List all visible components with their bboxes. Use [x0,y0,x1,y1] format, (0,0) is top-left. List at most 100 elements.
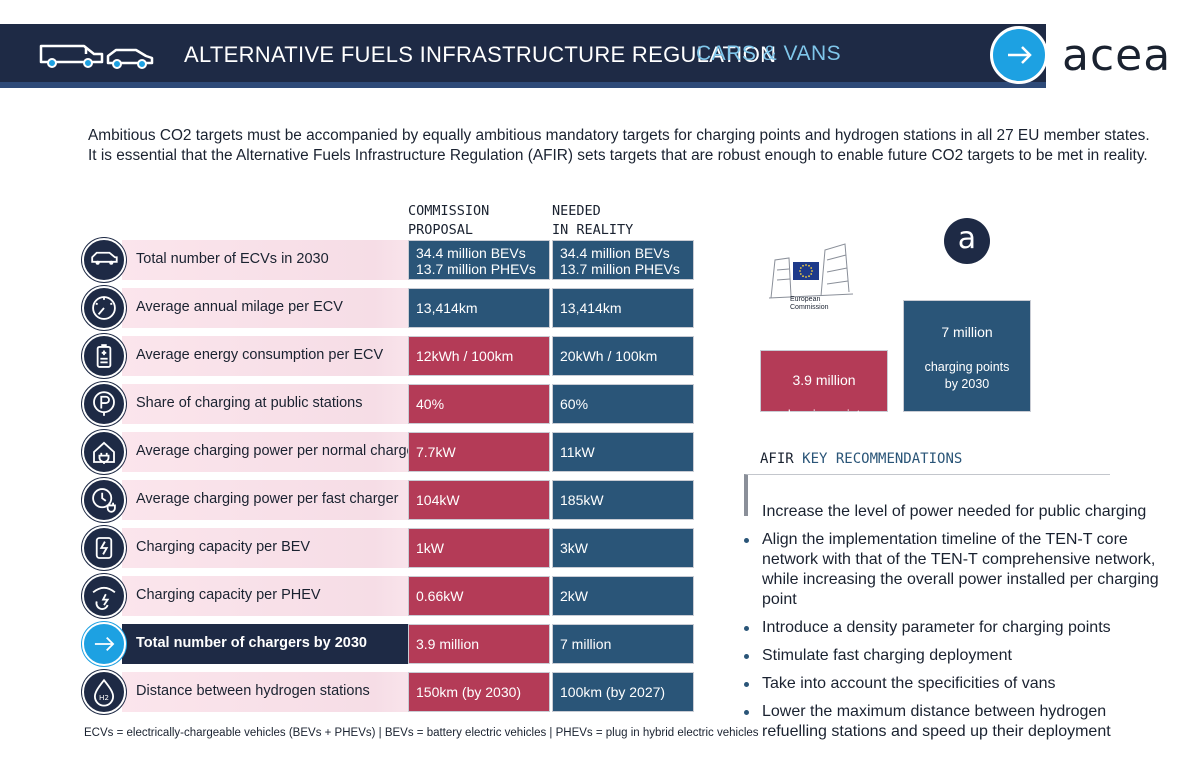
hydrogen-icon: H2 [82,670,126,714]
table-row: Average annual milage per ECV 13,414km 13,… [82,286,702,330]
bullet-icon [744,538,749,543]
bullet-icon [744,682,749,687]
needed-value: 13,414km [552,288,694,328]
eu-star-icon [802,264,804,267]
commission-bar-value: 3.9 million [792,372,856,388]
commission-value: 1kW [408,528,550,568]
phev-charger-icon [82,574,126,618]
recommendation-item: Stimulate fast charging deployment [744,646,1164,666]
row-label: Total number of chargers by 2030 [136,635,367,651]
needed-value: 20kWh / 100km [552,336,694,376]
acea-bar: 7 million charging points by 2030 [903,300,1031,412]
arrow-right-button[interactable] [990,26,1048,84]
table-row: Charging capacity per BEV 1kW 3kW [82,526,702,570]
eu-star-icon [802,275,804,278]
table-row: Total number of chargers by 2030 3.9 mill… [82,622,702,666]
clock-plug-icon [82,478,126,522]
eu-star-icon [805,276,807,278]
column-header-needed: NEEDED IN REALITY [552,203,634,238]
intro-line-2: It is essential that the Alternative Fue… [88,147,1148,164]
commission-value: 40% [408,384,550,424]
table-row: Share of charging at public stations 40% 6… [82,382,702,426]
parking-icon [82,382,126,426]
recommendation-text: Introduce a density parameter for chargi… [762,619,1111,636]
header-stripe [0,82,1046,88]
european-commission-caption: European Commission [790,296,829,311]
footnote: ECVs = electrically-chargeable vehicles … [84,727,759,739]
row-label: Charging capacity per PHEV [136,587,321,603]
acea-bar-value: 7 million [941,324,993,340]
recommendation-text: Increase the level of power needed for p… [762,503,1147,520]
european-commission-logo [768,243,854,299]
recommendations-title-b: KEY RECOMMENDATIONS [802,451,963,467]
bev-charger-icon [82,526,126,570]
car-icon [82,238,126,282]
row-label: Average charging power per fast charger [136,491,399,507]
commission-value: 13,414km [408,288,550,328]
recommendation-item: Lower the maximum distance between hydro… [744,702,1164,742]
table-row: Average energy consumption per ECV 12kWh … [82,334,702,378]
eu-star-icon [799,273,802,275]
commission-value: 12kWh / 100km [408,336,550,376]
eu-star-icon [808,264,810,267]
bullet-icon [744,654,749,659]
row-label: Total number of ECVs in 2030 [136,251,329,267]
needed-value: 60% [552,384,694,424]
needed-value: 2kW [552,576,694,616]
recommendation-text: Align the implementation timeline of the… [762,531,1159,608]
row-label: Average charging power per normal charge… [136,443,420,459]
row-label: Average energy consumption per ECV [136,347,384,363]
header-subtitle: CARS & VANS [696,42,842,65]
recommendation-item: Introduce a density parameter for chargi… [744,618,1164,638]
needed-value: 185kW [552,480,694,520]
table-row: Total number of ECVs in 2030 34.4 million… [82,238,702,282]
recommendations-title-a: AFIR [760,451,794,467]
commission-value: 34.4 million BEVs 13.7 million PHEVs [408,240,550,280]
commission-value: 150km (by 2030) [408,672,550,712]
table-row: Average charging power per normal charge… [82,430,702,474]
recommendations-title: AFIR KEY RECOMMENDATIONS [760,451,962,467]
row-label: Share of charging at public stations [136,395,363,411]
intro-text: Ambitious CO2 targets must be accompanie… [88,126,1158,166]
commission-value: 3.9 million [408,624,550,664]
needed-value: 7 million [552,624,694,664]
acea-badge: a [944,218,990,264]
recommendation-text: Take into account the specificities of v… [762,675,1056,692]
eu-star-icon [805,264,807,266]
table-row: Average charging power per fast charger 1… [82,478,702,522]
eu-star-icon [799,267,802,269]
needed-value: 11kW [552,432,694,472]
table-row: H2 Distance between hydrogen stations 150k… [82,670,702,714]
needed-value: 100km (by 2027) [552,672,694,712]
commission-value: 0.66kW [408,576,550,616]
recommendation-text: Stimulate fast charging deployment [762,647,1012,664]
recommendation-item: Take into account the specificities of v… [744,674,1164,694]
arrow-right-icon [82,622,126,666]
eu-star-icon [811,270,813,272]
vehicles-icon [39,44,154,69]
row-label: Distance between hydrogen stations [136,683,370,699]
arrow-right-icon [1008,46,1032,64]
column-header-commission: COMMISSION PROPOSAL [408,203,490,238]
eu-star-icon [808,275,810,278]
intro-line-1: Ambitious CO2 targets must be accompanie… [88,127,1150,144]
recommendations-bracket [744,474,1110,516]
eu-star-icon [810,273,813,275]
row-label: Charging capacity per BEV [136,539,311,555]
recommendations-list: Increase the level of power needed for p… [744,502,1164,750]
needed-value: 34.4 million BEVs 13.7 million PHEVs [552,240,694,280]
eu-star-icon [799,270,801,272]
svg-text:H2: H2 [99,693,109,702]
bullet-icon [744,710,749,715]
commission-value: 7.7kW [408,432,550,472]
battery-icon [82,334,126,378]
needed-value: 3kW [552,528,694,568]
header-title: ALTERNATIVE FUELS INFRASTRUCTURE REGULAT… [184,42,777,67]
acea-bar-unit: charging points by 2030 [924,360,1010,391]
commission-bar: 3.9 million charging points by 2030 [760,350,888,439]
commission-bar-unit: charging points by 2030 [781,408,867,439]
recommendation-text: Lower the maximum distance between hydro… [762,703,1111,740]
home-plug-icon [82,430,126,474]
bullet-icon [744,626,749,631]
recommendation-item: Align the implementation timeline of the… [744,530,1164,610]
